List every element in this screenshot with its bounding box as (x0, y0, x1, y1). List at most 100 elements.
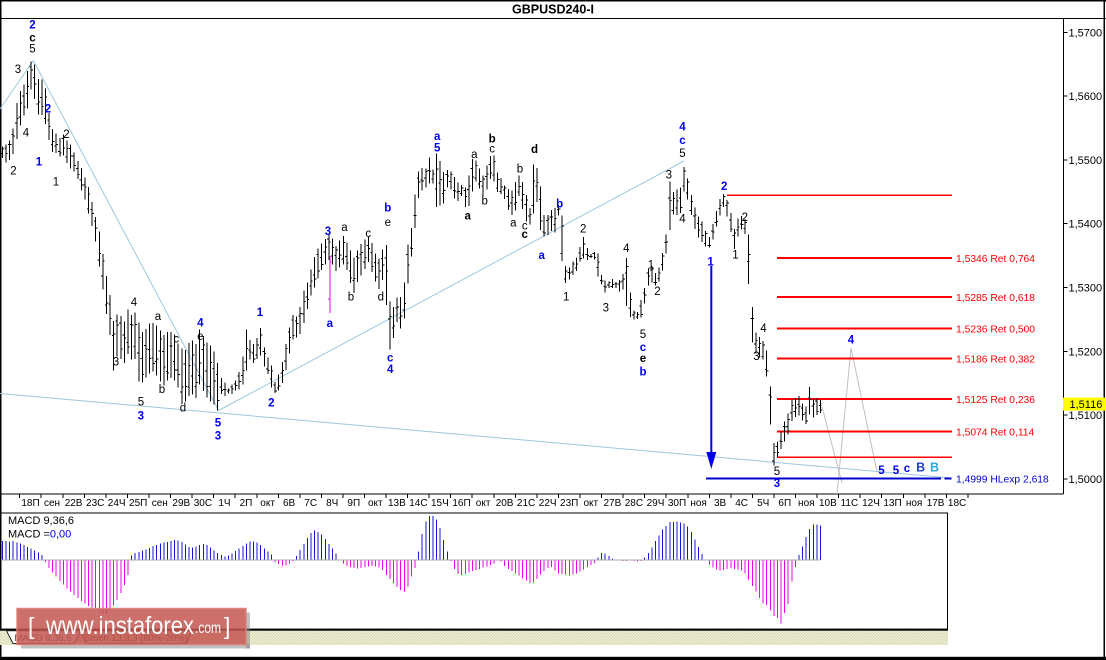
svg-text:23С: 23С (86, 498, 104, 509)
svg-text:3: 3 (774, 478, 780, 490)
svg-text:сен: сен (152, 498, 168, 509)
svg-text:21С: 21С (517, 498, 535, 509)
svg-text:18С: 18С (948, 498, 966, 509)
svg-text:1Ч: 1Ч (218, 498, 230, 509)
svg-text:1: 1 (648, 260, 654, 272)
svg-text:a: a (327, 318, 334, 330)
svg-text:[: [ (28, 613, 35, 639)
svg-text:b: b (159, 384, 165, 396)
svg-text:5: 5 (878, 465, 885, 477)
svg-text:сен: сен (44, 498, 60, 509)
svg-text:1,5100: 1,5100 (1069, 410, 1103, 422)
svg-text:b: b (481, 196, 487, 208)
svg-text:c: c (679, 135, 686, 147)
svg-text:4: 4 (131, 297, 138, 309)
svg-text:15Ч: 15Ч (431, 498, 449, 509)
svg-text:1: 1 (563, 291, 569, 303)
svg-text:4: 4 (760, 323, 767, 335)
svg-text:c: c (640, 342, 647, 354)
svg-text:1: 1 (257, 307, 264, 319)
svg-text:окт: окт (583, 498, 598, 509)
svg-text:9П: 9П (347, 498, 360, 509)
svg-text:3: 3 (325, 226, 331, 238)
svg-text:2: 2 (742, 212, 748, 224)
svg-text:1,4999 HLexp 2,618: 1,4999 HLexp 2,618 (956, 474, 1049, 485)
svg-text:5: 5 (434, 143, 441, 155)
svg-text:5: 5 (215, 418, 222, 430)
svg-text:1: 1 (36, 157, 43, 169)
svg-text:окт: окт (260, 498, 275, 509)
svg-text:c: c (489, 143, 495, 155)
svg-text:6П: 6П (778, 498, 791, 509)
svg-text:B: B (930, 461, 939, 475)
svg-text:MACD =0,00: MACD =0,00 (8, 529, 71, 541)
svg-text:1,5074 Ret 0,114: 1,5074 Ret 0,114 (956, 428, 1035, 439)
svg-text:4: 4 (23, 128, 30, 140)
svg-text:7С: 7С (304, 498, 317, 509)
svg-text:16П: 16П (452, 498, 470, 509)
svg-text:29Ч: 29Ч (647, 498, 665, 509)
svg-text:5Ч: 5Ч (757, 498, 769, 509)
svg-text:ноя: ноя (906, 498, 923, 509)
svg-text:1,5300: 1,5300 (1069, 283, 1103, 295)
svg-text:24Ч: 24Ч (108, 498, 126, 509)
svg-text:b: b (517, 163, 523, 175)
svg-text:1,5125 Ret 0,236: 1,5125 Ret 0,236 (956, 395, 1035, 406)
svg-text:b: b (384, 203, 391, 215)
svg-text:28С: 28С (625, 498, 643, 509)
svg-text:1,5200: 1,5200 (1069, 346, 1103, 358)
svg-text:окт: окт (476, 498, 491, 509)
svg-text:c: c (387, 353, 394, 365)
svg-text:22В: 22В (65, 498, 83, 509)
svg-text:a: a (155, 311, 162, 323)
svg-text:3: 3 (666, 170, 672, 182)
svg-text:1,5500: 1,5500 (1069, 155, 1103, 167)
svg-text:1,5600: 1,5600 (1069, 91, 1103, 103)
svg-text:2: 2 (29, 20, 35, 32)
svg-text:30П: 30П (668, 498, 686, 509)
svg-text:a: a (341, 222, 348, 234)
svg-text:2П: 2П (240, 498, 253, 509)
svg-text:c: c (173, 334, 179, 346)
svg-text:17В: 17В (927, 498, 945, 509)
svg-text:a: a (510, 218, 517, 230)
svg-text:8Ч: 8Ч (326, 498, 338, 509)
svg-text:5: 5 (679, 148, 685, 160)
svg-text:e: e (640, 353, 646, 365)
svg-text:4: 4 (679, 214, 686, 226)
svg-text:c: c (365, 228, 371, 240)
svg-text:3: 3 (753, 351, 759, 363)
svg-text:2: 2 (10, 166, 16, 178)
svg-text:18П: 18П (21, 498, 39, 509)
svg-text:5: 5 (774, 466, 780, 478)
svg-text:3: 3 (215, 431, 221, 443)
svg-text:4: 4 (387, 364, 394, 376)
svg-text:4: 4 (679, 122, 686, 134)
svg-text:6В: 6В (283, 498, 296, 509)
svg-text:c: c (29, 33, 36, 45)
svg-text:a: a (538, 250, 545, 262)
svg-text:14С: 14С (409, 498, 427, 509)
svg-text:5: 5 (138, 397, 144, 409)
svg-text:4: 4 (848, 335, 855, 347)
svg-text:1,5700: 1,5700 (1069, 27, 1103, 39)
svg-text:окт: окт (368, 498, 383, 509)
svg-text:b: b (489, 133, 496, 145)
svg-text:5: 5 (640, 329, 646, 341)
svg-text:1: 1 (732, 250, 738, 262)
svg-text:ноя: ноя (798, 498, 815, 509)
svg-text:c: c (522, 220, 528, 232)
svg-text:4: 4 (623, 243, 630, 255)
svg-text:1: 1 (53, 177, 59, 189)
svg-text:1: 1 (707, 257, 714, 269)
svg-text:]: ] (224, 613, 230, 639)
svg-text:29В: 29В (172, 498, 190, 509)
svg-text:d: d (180, 403, 186, 415)
svg-text:11С: 11С (841, 498, 859, 509)
svg-text:1,5186 Ret 0,382: 1,5186 Ret 0,382 (956, 355, 1035, 366)
svg-text:13П: 13П (883, 498, 901, 509)
svg-text:1,5236 Ret 0,500: 1,5236 Ret 0,500 (956, 324, 1035, 335)
svg-text:2: 2 (268, 397, 274, 409)
svg-text:e: e (385, 217, 391, 229)
svg-text:c: c (904, 463, 911, 475)
